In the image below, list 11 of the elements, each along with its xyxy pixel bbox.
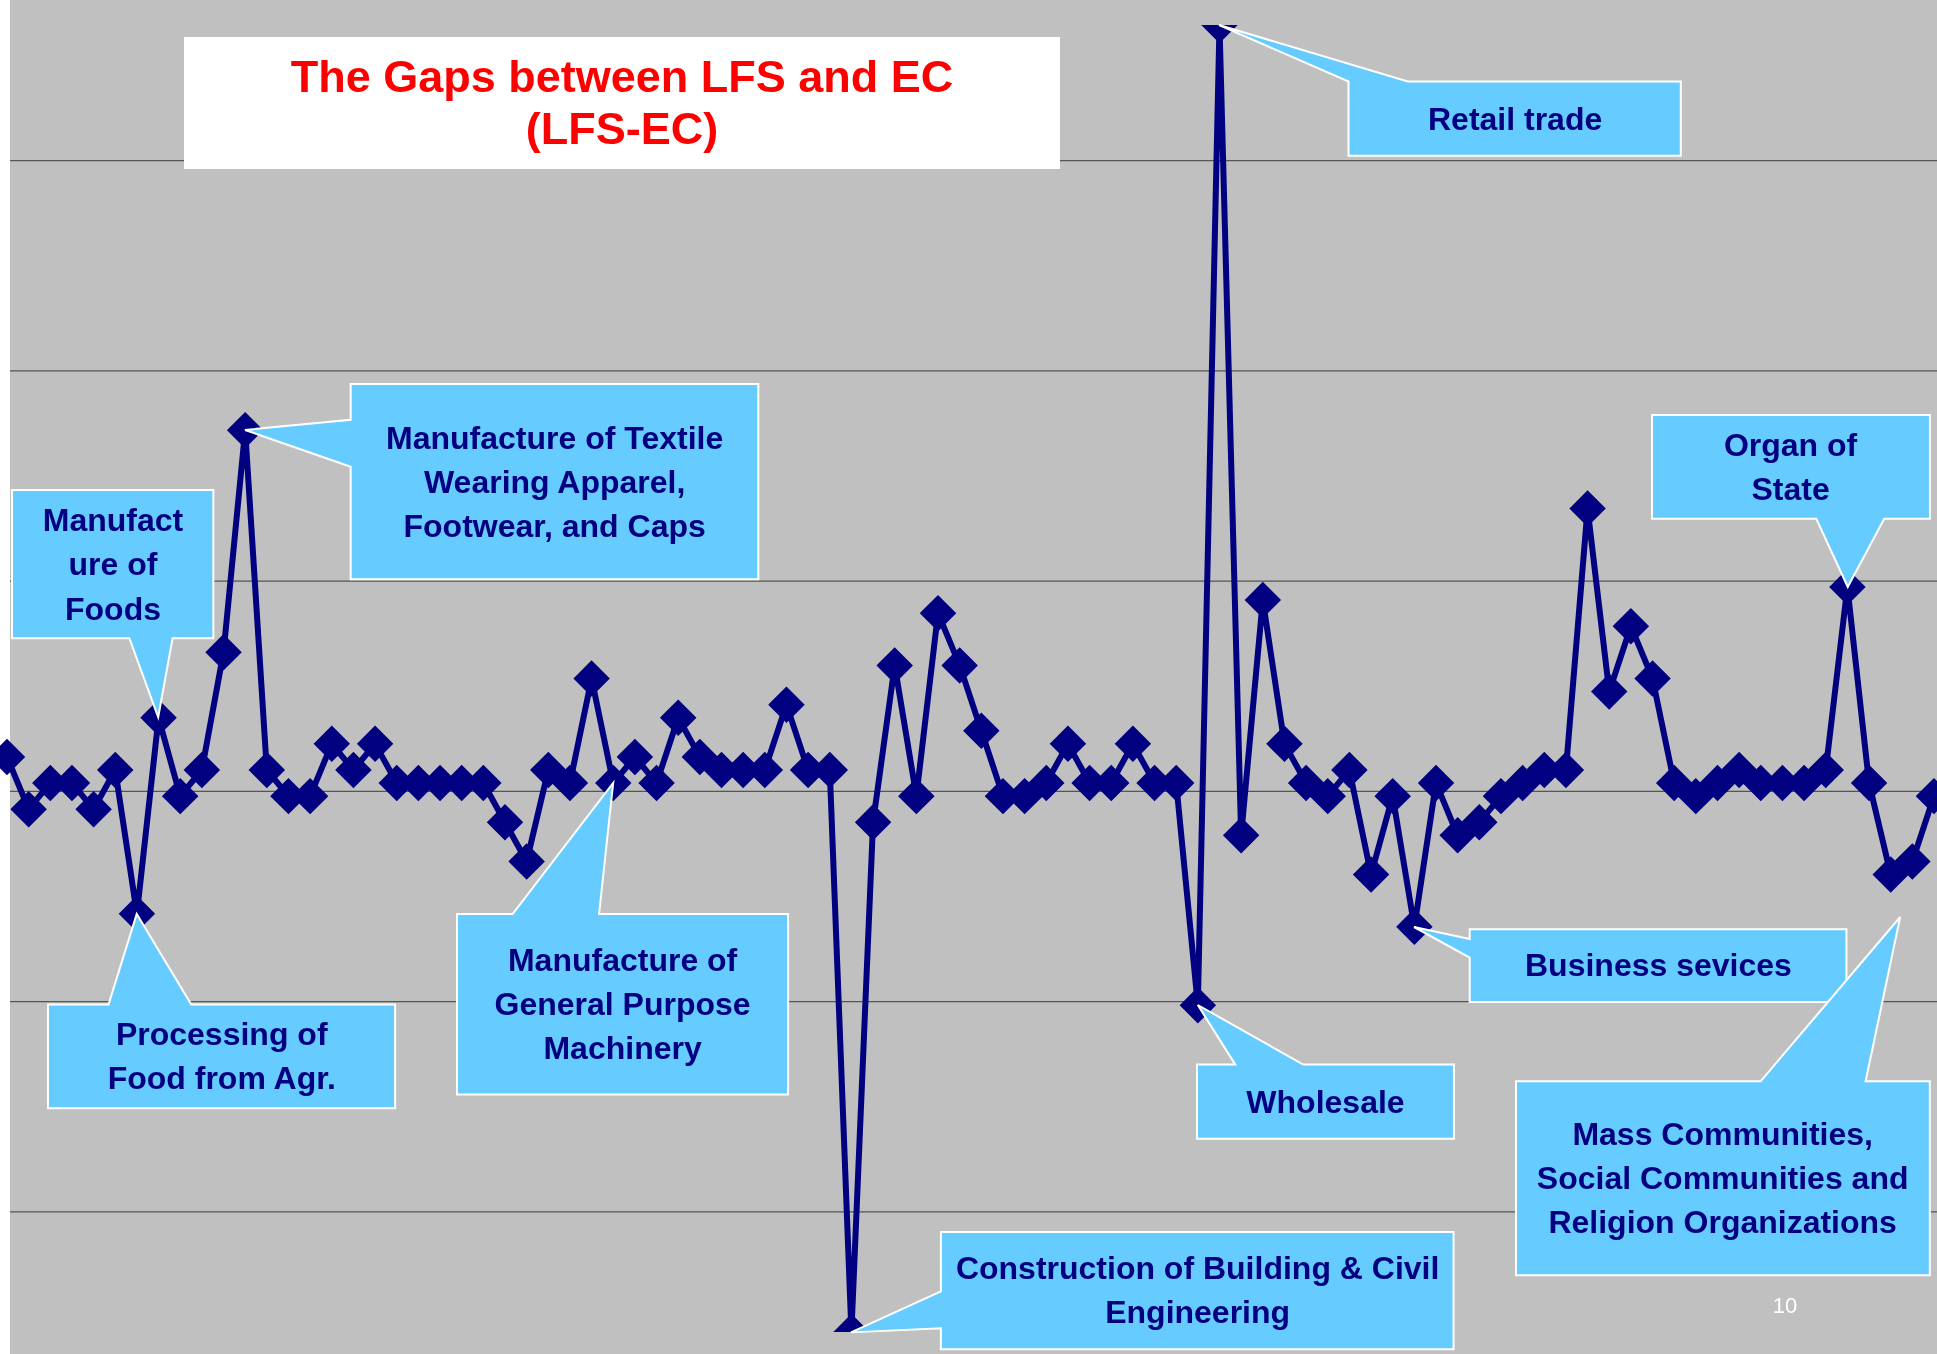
annotation: Construction of Building & Civil Engineering bbox=[954, 1249, 1441, 1333]
annotation: Manufact ure of Foods bbox=[41, 501, 185, 629]
annotation: Mass Communities, Social Communities and Religion Organizations bbox=[1535, 1114, 1910, 1242]
annotation: Business sevices bbox=[1524, 946, 1793, 986]
annotation: Manufacture of General Purpose Machinery bbox=[493, 941, 752, 1069]
annotation: Processing of Food from Agr. bbox=[106, 1015, 337, 1099]
annotation: 10 bbox=[1771, 1291, 1799, 1320]
annotation: Manufacture of Textile Wearing Apparel, Footwear, and Caps bbox=[385, 418, 725, 546]
annotation: Organ of State bbox=[1722, 425, 1859, 509]
annotation: Retail trade bbox=[1426, 99, 1604, 139]
annotation: Wholesale bbox=[1245, 1082, 1406, 1122]
